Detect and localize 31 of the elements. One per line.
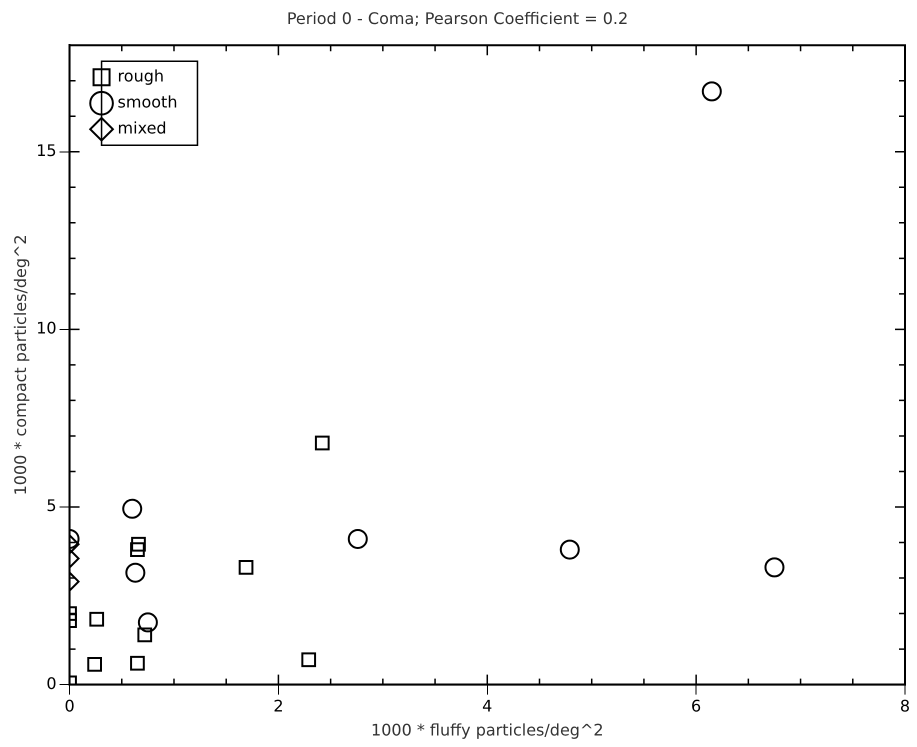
point [89,612,104,627]
y-tick-label: 5 [46,496,57,516]
point [560,540,580,560]
y-axis-title: 1000 * compact particles/deg^2 [10,234,30,496]
x-tick-label: 6 [691,696,702,716]
point [314,436,330,450]
point [130,656,145,671]
point [87,656,102,672]
point [131,536,146,552]
legend-label: mixed [118,118,167,138]
x-tick-label: 0 [64,696,75,716]
point [764,557,784,578]
x-tick-label: 4 [482,696,492,716]
legend-label: smooth [118,92,178,112]
point [348,528,368,549]
point [130,542,145,557]
point [702,81,722,102]
point [238,560,254,575]
point [137,628,152,642]
x-tick-label: 8 [900,696,910,716]
x-axis-title: 1000 * fluffy particles/deg^2 [371,720,604,740]
point [125,562,146,583]
point [122,498,142,519]
y-tick-label: 10 [36,318,57,338]
x-tick-label: 2 [273,696,284,716]
y-tick-label: 15 [36,140,57,160]
legend-label: rough [118,66,164,86]
chart-title: Period 0 - Coma; Pearson Coefficient = 0.2 [286,8,628,28]
y-tick-label: 0 [46,674,57,693]
point [301,652,316,668]
point [138,612,158,632]
